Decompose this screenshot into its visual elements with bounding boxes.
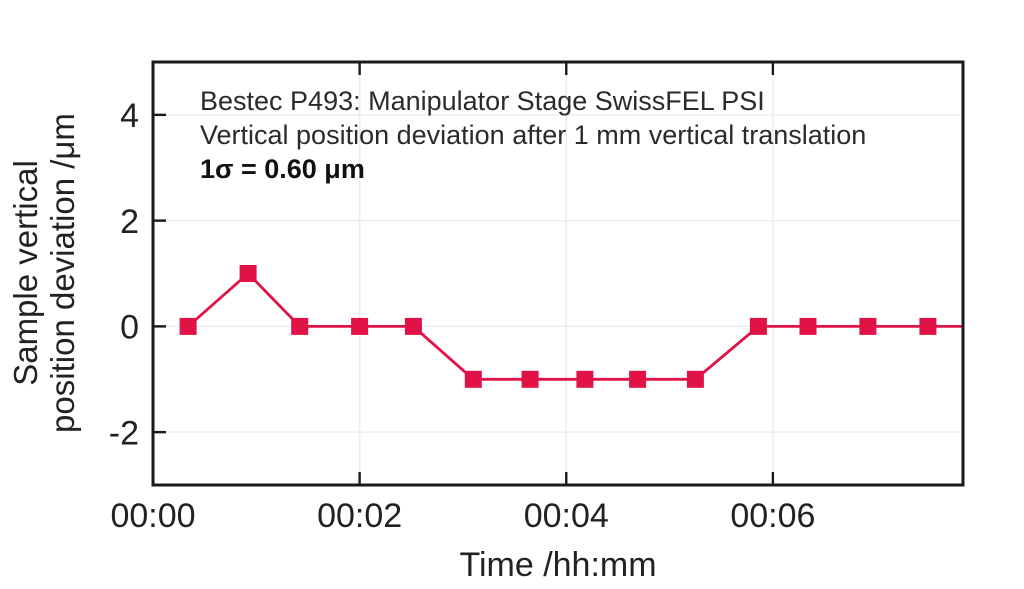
x-tick-label: 00:00 <box>110 497 195 535</box>
annotation-title: Bestec P493: Manipulator Stage SwissFEL … <box>200 86 765 116</box>
data-point-marker <box>404 317 422 335</box>
data-point-marker <box>521 370 539 388</box>
x-tick-label: 00:04 <box>524 497 609 535</box>
plot-frame <box>151 60 965 487</box>
data-point-marker <box>576 370 594 388</box>
x-tick-label: 00:02 <box>317 497 402 535</box>
y-axis-label-line1: Sample vertical <box>7 160 44 386</box>
data-point-marker <box>464 370 482 388</box>
y-tick-label: 0 <box>120 309 139 347</box>
x-tick-label: 00:06 <box>730 497 815 535</box>
annotation-sigma-value: 1σ = 0.60 μm <box>200 154 365 184</box>
data-point-marker <box>686 370 704 388</box>
y-tick-label: -2 <box>109 414 139 452</box>
data-point-marker <box>351 317 369 335</box>
data-point-marker <box>629 370 647 388</box>
data-point-marker <box>919 317 937 335</box>
y-axis-label-line2: position deviation /μm <box>44 113 81 433</box>
data-point-marker <box>239 265 257 282</box>
x-axis-label: Time /hh:mm <box>459 546 657 584</box>
annotation-subtitle: Vertical position deviation after 1 mm v… <box>200 120 867 150</box>
data-point-marker <box>859 317 877 335</box>
plot-annotation: Bestec P493: Manipulator Stage SwissFEL … <box>200 84 866 186</box>
y-tick-label: 4 <box>120 97 139 135</box>
data-point-marker <box>749 317 767 335</box>
data-point-marker <box>179 317 197 335</box>
y-axis-label: Sample vertical position deviation /μm <box>7 0 81 553</box>
data-point-marker <box>291 317 309 335</box>
y-tick-label: 2 <box>120 203 139 241</box>
data-point-marker <box>799 317 817 335</box>
